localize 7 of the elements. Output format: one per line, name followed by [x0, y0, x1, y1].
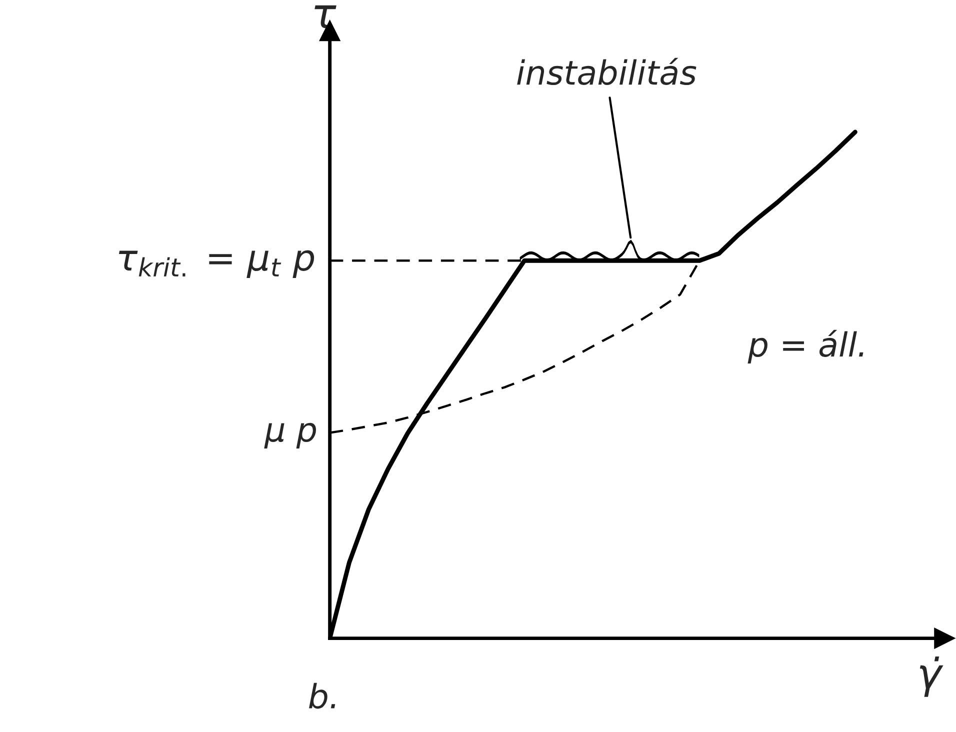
annotation: p = áll.	[748, 330, 864, 364]
text: instabilitás	[517, 58, 696, 86]
x-axis-title: γ̇	[920, 656, 944, 697]
y-axis-title: τ	[314, 5, 336, 28]
text: b.	[309, 682, 336, 709]
text: μ p	[264, 422, 316, 448]
ref-line-label: τ$_{krit.}$ = μ$_{t}$ p	[118, 250, 314, 278]
